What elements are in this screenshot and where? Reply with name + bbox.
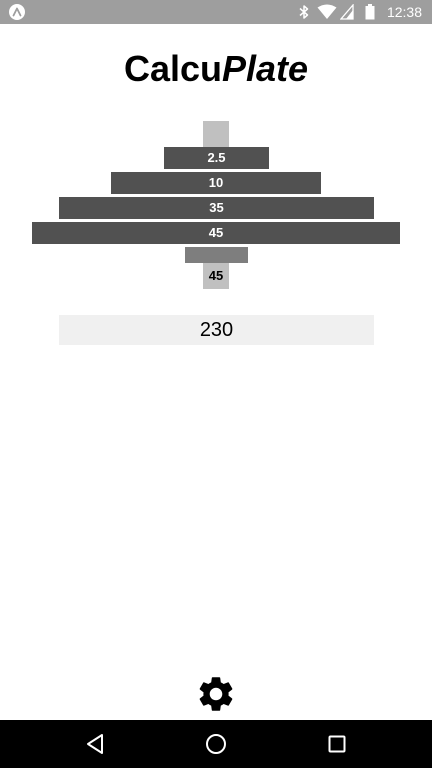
plate-10[interactable]: 10 — [111, 172, 321, 194]
bluetooth-icon — [299, 5, 309, 19]
settings-button[interactable] — [195, 673, 237, 715]
gear-icon — [199, 677, 233, 711]
wifi-icon — [317, 4, 337, 19]
navigation-bar — [0, 720, 432, 768]
cellular-signal-icon — [340, 4, 354, 20]
status-time: 12:38 — [386, 4, 422, 20]
home-icon — [206, 734, 226, 754]
bar-collar — [185, 247, 248, 263]
nav-recents-button[interactable] — [322, 729, 352, 759]
app-title-italic: Plate — [222, 48, 309, 89]
total-weight-field[interactable]: 230 — [59, 315, 374, 345]
battery-icon — [365, 4, 375, 20]
app-title-regular: Calcu — [123, 48, 222, 89]
app-title: CalcuPlate — [0, 48, 432, 90]
nav-back-button[interactable] — [80, 729, 110, 759]
nav-home-button[interactable] — [201, 729, 231, 759]
bar-end — [203, 121, 229, 147]
recents-icon — [328, 735, 346, 753]
back-icon — [87, 734, 103, 754]
plate-2-5[interactable]: 2.5 — [164, 147, 269, 169]
status-bar: 12:38 — [0, 0, 432, 24]
plate-45[interactable]: 45 — [32, 222, 400, 244]
bar-weight-label: 45 — [203, 263, 229, 289]
app-notification-icon — [9, 4, 25, 20]
plate-35[interactable]: 35 — [59, 197, 374, 219]
